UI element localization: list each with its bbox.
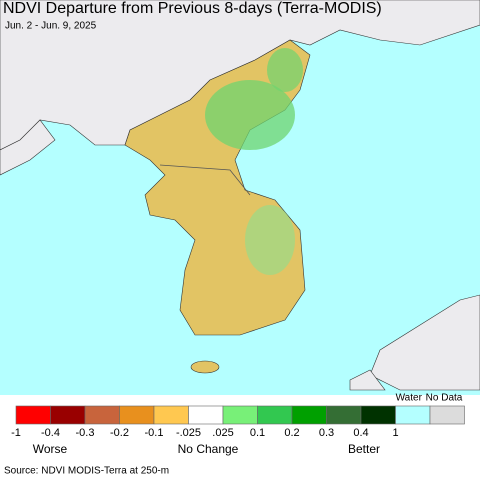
legend-tick: 1 <box>392 427 398 439</box>
legend-swatch <box>15 405 51 425</box>
water-swatch <box>395 405 431 425</box>
japan-island <box>349 369 386 391</box>
green-area <box>267 48 303 92</box>
liaodong <box>0 119 56 176</box>
legend-swatch <box>222 405 258 425</box>
title: NDVI Departure from Previous 8-days (Ter… <box>3 0 382 17</box>
legend-swatch <box>360 405 396 425</box>
water-label: Water <box>396 393 423 404</box>
legend-tick: 0.2 <box>284 427 299 439</box>
legend-tick: -0.3 <box>76 427 95 439</box>
legend-caption: Better <box>348 442 380 456</box>
legend-tick: -0.2 <box>110 427 129 439</box>
legend-swatch <box>326 405 362 425</box>
legend-tick: -.025 <box>176 427 201 439</box>
legend: -1 -0.4 -0.3 -0.2 -0.1 -.025 .025 0.1 0.2 0.3 0.4 1… <box>11 393 465 456</box>
legend-swatch <box>257 405 293 425</box>
legend-swatch <box>84 405 120 425</box>
legend-tick: -1 <box>11 427 21 439</box>
subtitle: Jun. 2 - Jun. 9, 2025 <box>5 21 97 32</box>
legend-swatch <box>153 405 189 425</box>
legend-tick: .025 <box>212 427 233 439</box>
legend-swatch <box>188 405 224 425</box>
legend-tick: 0.4 <box>353 427 368 439</box>
green-area <box>245 205 295 275</box>
jeju <box>190 360 220 374</box>
green-area <box>205 80 295 150</box>
no-data-label: No Data <box>426 393 463 404</box>
legend-swatch <box>291 405 327 425</box>
legend-tick: 0.3 <box>319 427 334 439</box>
legend-tick: 0.1 <box>250 427 265 439</box>
border <box>159 164 251 196</box>
legend-tick: -0.4 <box>41 427 60 439</box>
legend-caption: Worse <box>33 442 68 456</box>
legend-tick: -0.1 <box>145 427 164 439</box>
no-data-swatch <box>429 405 465 425</box>
legend-swatch <box>50 405 86 425</box>
legend-swatch <box>119 405 155 425</box>
source: Source: NDVI MODIS-Terra at 250-m <box>4 466 169 477</box>
legend-caption: No Change <box>178 442 239 456</box>
